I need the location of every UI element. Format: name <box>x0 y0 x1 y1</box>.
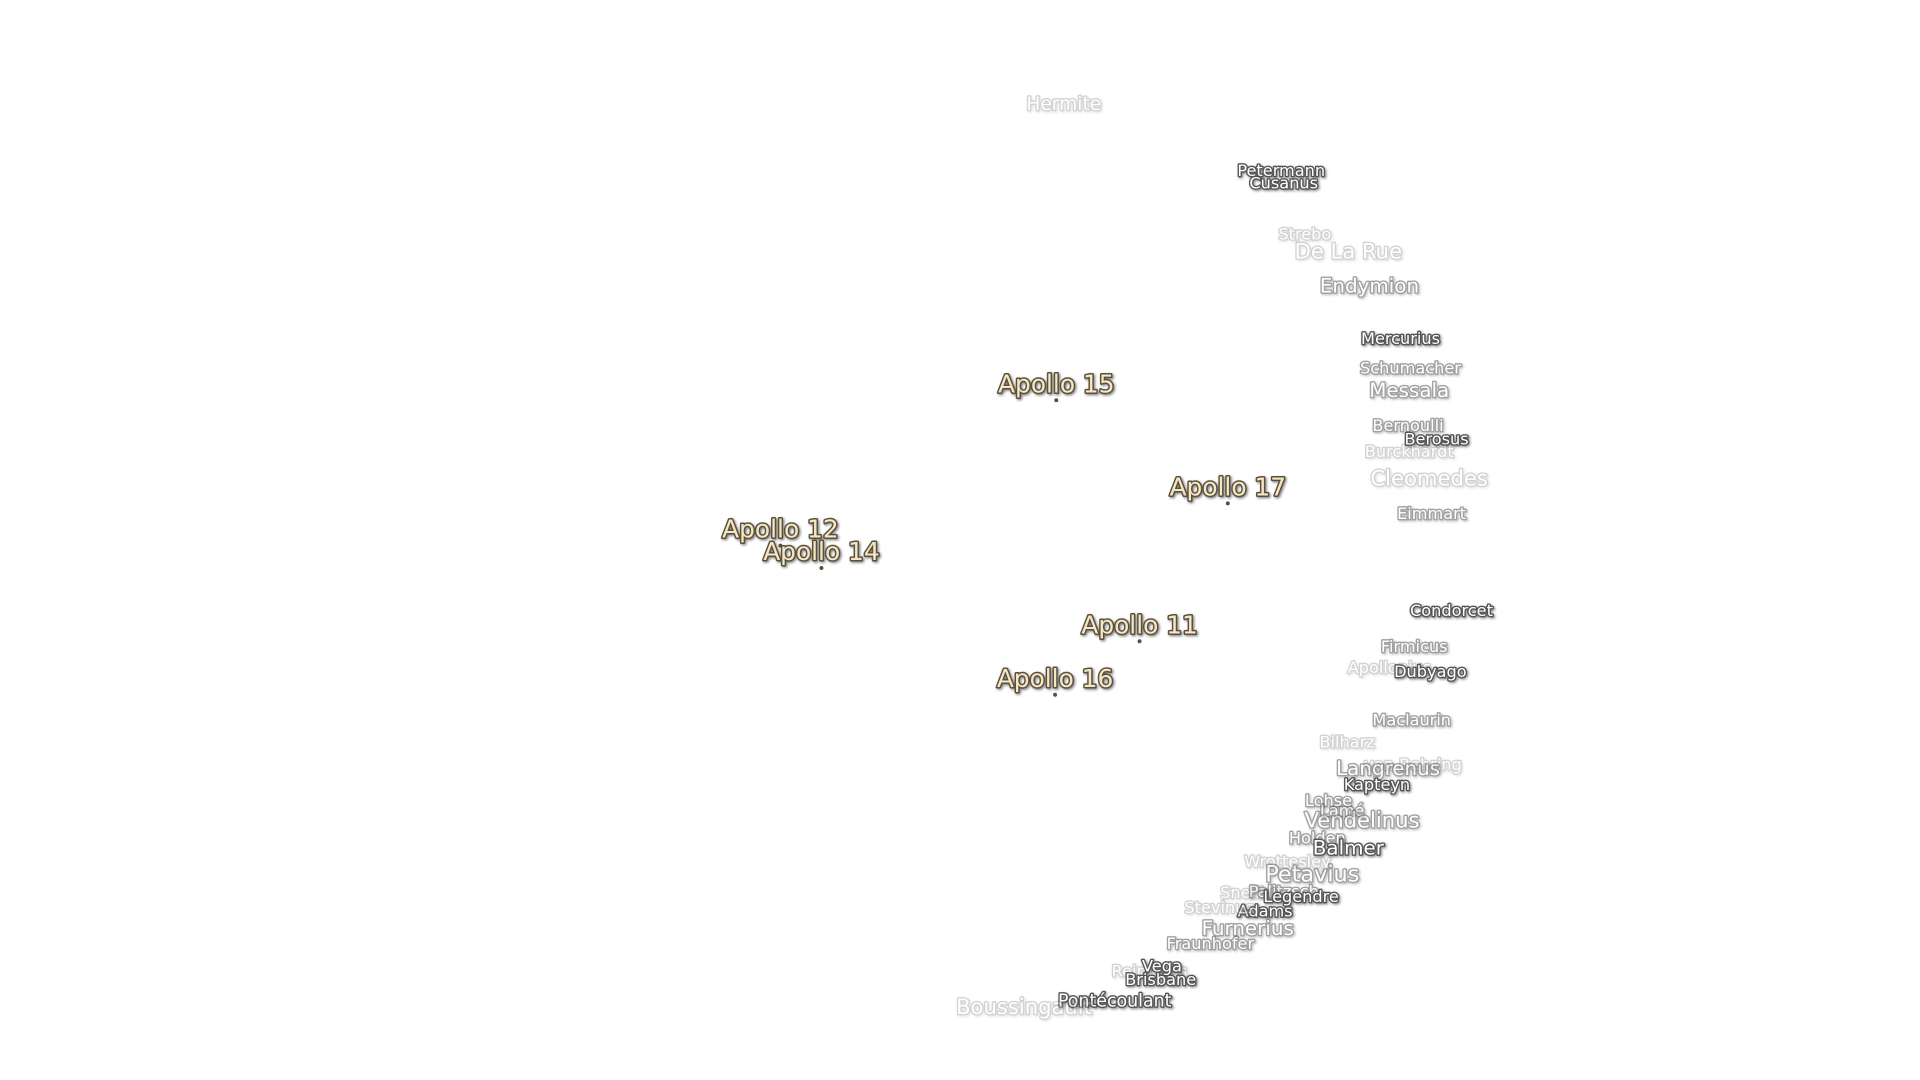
crater-label: Furnerius <box>1202 917 1294 940</box>
landing-site-label: Apollo 16 <box>997 664 1113 693</box>
crater-label: Reimarus <box>1112 961 1188 980</box>
crater-label: Berosus <box>1404 429 1468 448</box>
landing-site-marker <box>1225 501 1230 506</box>
crater-label: Pontécoulant <box>1058 992 1172 1012</box>
landing-site-marker <box>1137 639 1142 644</box>
crater-label: Kapteyn <box>1344 775 1410 794</box>
crater-label: Wrottesley <box>1244 852 1331 871</box>
crater-label: Dubyago <box>1394 662 1466 681</box>
crater-label: Apollonius <box>1348 658 1431 677</box>
crater-label: Burckhardt <box>1365 442 1454 461</box>
crater-label: von Behring <box>1364 755 1462 774</box>
crater-label: Hermite <box>1026 94 1101 115</box>
crater-label: Messala <box>1369 379 1449 402</box>
crater-label: Snellius <box>1220 883 1283 902</box>
crater-label: Strebo <box>1278 224 1331 243</box>
crater-label: Vendelinus <box>1304 807 1419 832</box>
landing-site-label: Apollo 12 <box>722 515 838 544</box>
crater-label: Firmicus <box>1381 637 1448 656</box>
crater-label: Vega <box>1142 956 1182 975</box>
crater-label: Petermann <box>1237 161 1325 180</box>
crater-label: Bilharz <box>1319 733 1374 752</box>
crater-label: Stevinus <box>1184 898 1253 917</box>
landing-site-label: Apollo 15 <box>998 369 1114 398</box>
crater-label: Boussingault <box>956 994 1092 1019</box>
crater-label: De La Rue <box>1295 238 1402 263</box>
crater-label: Langrenus <box>1336 757 1440 780</box>
crater-label: Palitzsch <box>1249 882 1319 901</box>
crater-label: Fraunhofer <box>1167 934 1255 953</box>
landing-site-marker <box>819 565 824 570</box>
landing-site-label: Apollo 14 <box>763 537 879 566</box>
crater-label: Brisbane <box>1125 970 1196 989</box>
crater-label: Maclaurin <box>1372 710 1451 729</box>
crater-label: Petavius <box>1265 861 1359 887</box>
crater-label: Adams <box>1238 902 1293 921</box>
crater-label: Holden <box>1289 828 1346 847</box>
crater-label: Eimmart <box>1397 504 1466 523</box>
landing-site-label: Apollo 17 <box>1170 472 1286 501</box>
crater-label: Lamé <box>1320 801 1365 820</box>
crater-label: Mercurius <box>1361 329 1440 348</box>
landing-site-marker <box>1053 692 1058 697</box>
crater-label: Schumacher <box>1360 359 1461 378</box>
landing-site-label: Apollo 11 <box>1081 610 1197 639</box>
crater-label: Bernoulli <box>1372 416 1443 435</box>
crater-label: Condorcet <box>1410 601 1493 620</box>
landing-site-marker <box>778 543 783 548</box>
crater-label: Lohse <box>1305 791 1352 810</box>
crater-label: Cleomedes <box>1370 466 1487 491</box>
crater-label: Cusanus <box>1249 173 1318 192</box>
landing-site-marker <box>1054 398 1059 403</box>
crater-label: Legendre <box>1263 887 1339 906</box>
crater-label: Endymion <box>1320 275 1419 298</box>
crater-label: Balmer <box>1313 836 1385 859</box>
